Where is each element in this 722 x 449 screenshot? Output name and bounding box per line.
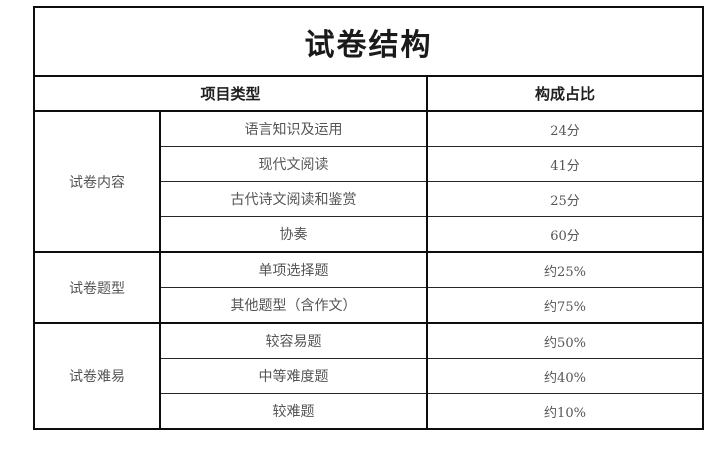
value-cell: 约10%	[425, 393, 704, 430]
table-row: 协奏 60分	[34, 216, 704, 253]
table-row: 试卷内容 语言知识及运用 24分	[33, 110, 704, 253]
item-cell: 语言知识及运用	[159, 110, 428, 147]
item-cell: 较难题	[159, 393, 428, 430]
exam-structure-table: 试卷结构 项目类型 构成占比 试卷内容 语言知识及运用 24分 现代文阅读 41…	[33, 6, 705, 430]
item-cell: 现代文阅读	[159, 146, 428, 182]
item-cell: 单项选择题	[159, 251, 428, 288]
item-cell: 协奏	[159, 216, 428, 253]
group-label-difficulty: 试卷难易	[33, 322, 161, 430]
value-cell: 24分	[425, 110, 704, 147]
group-label-content: 试卷内容	[33, 110, 161, 253]
value-cell: 25分	[425, 181, 704, 217]
table-title-row: 试卷结构	[33, 6, 704, 77]
table-row: 中等难度题 约40%	[34, 358, 704, 394]
item-cell: 其他题型（含作文）	[159, 287, 428, 324]
table-row: 较难题 约10%	[34, 393, 704, 430]
table-row: 试卷难易 较容易题 约50%	[33, 322, 704, 430]
item-cell: 古代诗文阅读和鉴赏	[159, 181, 428, 217]
table-row: 其他题型（含作文） 约75%	[34, 287, 704, 324]
table-row: 现代文阅读 41分	[34, 146, 704, 182]
value-cell: 约25%	[425, 251, 704, 288]
value-cell: 41分	[425, 146, 704, 182]
table-header-row: 项目类型 构成占比	[33, 75, 704, 112]
value-cell: 60分	[425, 216, 704, 253]
table-row: 古代诗文阅读和鉴赏 25分	[34, 181, 704, 217]
column-header-ratio: 构成占比	[425, 75, 704, 112]
item-cell: 中等难度题	[159, 358, 428, 394]
column-header-item-type: 项目类型	[33, 75, 428, 112]
value-cell: 约40%	[425, 358, 704, 394]
item-cell: 较容易题	[159, 322, 428, 359]
table-title: 试卷结构	[33, 6, 704, 77]
table-row: 试卷题型 单项选择题 约25%	[33, 251, 704, 324]
value-cell: 约50%	[425, 322, 704, 359]
group-label-question-types: 试卷题型	[33, 251, 161, 324]
value-cell: 约75%	[425, 287, 704, 324]
